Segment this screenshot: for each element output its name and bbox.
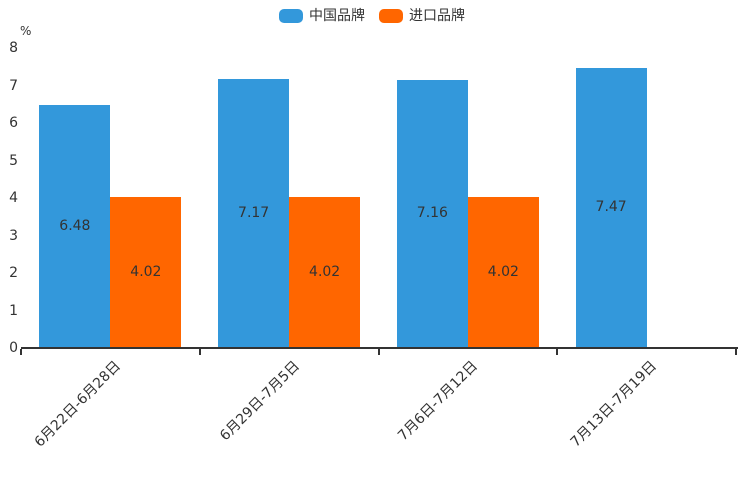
bar-value-label: 7.17 <box>238 204 270 221</box>
legend-swatch-icon <box>379 9 403 23</box>
x-axis-tick <box>735 349 737 355</box>
y-axis-tick-label: 3 <box>9 227 18 244</box>
bar-value-label: 4.02 <box>130 263 162 280</box>
legend-label: 进口品牌 <box>409 8 465 24</box>
y-axis-tick-label: 4 <box>9 190 18 206</box>
x-axis-tick <box>556 349 559 355</box>
y-axis-unit-label: % <box>20 24 32 38</box>
x-axis-category-label: 7月6日-7月12日 <box>395 358 482 445</box>
y-axis-tick-label: 0 <box>9 340 18 356</box>
legend-swatch-icon <box>279 9 303 23</box>
bar-domestic-group4[interactable]: 7.47 <box>575 67 647 348</box>
bar-value-label: 4.02 <box>309 263 341 280</box>
bar-domestic-group1[interactable]: 6.48 <box>39 105 111 348</box>
x-axis-category-label: 6月22日-6月28日 <box>31 358 124 451</box>
x-axis-category-label: 7月13日-7月19日 <box>567 358 661 451</box>
y-axis-tick-label: 7 <box>9 77 18 94</box>
legend: 中国品牌 进口品牌 <box>0 8 744 24</box>
legend-item-imported[interactable]: 进口品牌 <box>379 8 465 24</box>
x-axis-category-label: 6月29日-7月5日 <box>216 358 303 445</box>
bar-value-label: 7.16 <box>416 204 448 221</box>
bar-value-label: 7.47 <box>595 198 627 215</box>
y-axis-tick-label: 1 <box>9 302 18 319</box>
y-axis-tick-label: 5 <box>9 152 18 169</box>
legend-label: 中国品牌 <box>309 8 365 24</box>
bar-value-label: 4.02 <box>487 263 519 280</box>
bar-domestic-group3[interactable]: 7.16 <box>396 79 468 348</box>
bar-domestic-group2[interactable]: 7.17 <box>218 79 290 348</box>
x-axis-tick <box>198 349 201 355</box>
x-axis-tick <box>377 349 380 355</box>
y-axis-tick-label: 6 <box>9 115 18 131</box>
bar-imported-group2[interactable]: 4.02 <box>289 197 361 348</box>
bar-imported-group1[interactable]: 4.02 <box>110 197 182 348</box>
legend-item-domestic[interactable]: 中国品牌 <box>279 8 365 24</box>
x-axis-tick <box>20 349 22 355</box>
x-axis-line <box>21 347 738 349</box>
bar-value-label: 6.48 <box>59 217 91 234</box>
bar-imported-group3[interactable]: 4.02 <box>467 197 539 348</box>
y-axis-tick-label: 2 <box>9 265 18 281</box>
y-axis-tick-label: 8 <box>9 40 18 56</box>
